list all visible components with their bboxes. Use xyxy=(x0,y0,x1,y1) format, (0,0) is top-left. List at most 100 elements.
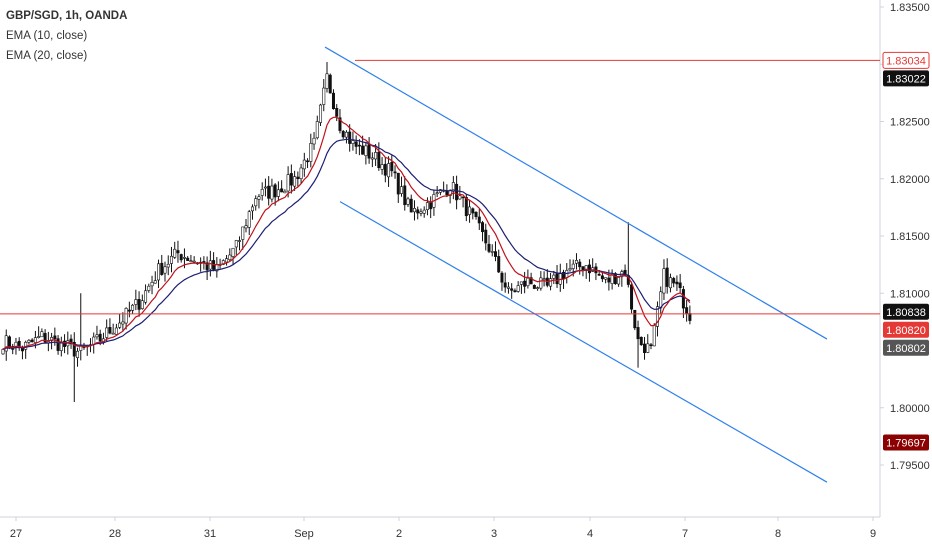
candle-body[interactable] xyxy=(672,278,676,284)
candle-body[interactable] xyxy=(182,257,186,259)
candle-body[interactable] xyxy=(76,350,80,358)
candle-body[interactable] xyxy=(208,260,212,270)
candle-body[interactable] xyxy=(33,337,37,343)
candle-body[interactable] xyxy=(610,273,614,284)
candle-body[interactable] xyxy=(348,131,352,144)
candle-body[interactable] xyxy=(344,131,348,138)
candle-body[interactable] xyxy=(471,208,475,214)
candle-body[interactable] xyxy=(584,265,588,270)
candle-body[interactable] xyxy=(105,327,109,338)
candle-body[interactable] xyxy=(289,173,293,186)
candle-body[interactable] xyxy=(587,264,591,274)
candle-body[interactable] xyxy=(613,273,617,284)
candle-body[interactable] xyxy=(179,254,183,261)
candle-body[interactable] xyxy=(396,172,400,195)
candle-body[interactable] xyxy=(296,176,300,180)
candle-body[interactable] xyxy=(163,266,167,274)
candle-body[interactable] xyxy=(633,309,637,329)
candle-body[interactable] xyxy=(630,284,634,310)
candle-body[interactable] xyxy=(127,309,131,312)
candle-body[interactable] xyxy=(111,332,115,335)
candle-body[interactable] xyxy=(228,254,232,260)
candle-body[interactable] xyxy=(490,251,494,253)
candle-body[interactable] xyxy=(607,277,611,283)
candle-body[interactable] xyxy=(189,260,193,262)
candle-body[interactable] xyxy=(409,198,413,213)
candle-body[interactable] xyxy=(422,209,426,214)
candle-body[interactable] xyxy=(354,141,358,147)
candle-body[interactable] xyxy=(20,347,24,352)
candle-body[interactable] xyxy=(335,107,339,117)
candle-body[interactable] xyxy=(43,333,47,343)
candle-body[interactable] xyxy=(510,288,514,291)
candle-body[interactable] xyxy=(244,225,248,229)
candle-body[interactable] xyxy=(331,92,335,110)
candle-body[interactable] xyxy=(497,256,501,273)
candle-body[interactable] xyxy=(114,327,118,335)
candle-body[interactable] xyxy=(600,275,604,280)
candle-body[interactable] xyxy=(283,190,287,194)
candle-body[interactable] xyxy=(27,340,31,343)
channel-lower-line[interactable] xyxy=(339,201,828,483)
candle-body[interactable] xyxy=(147,285,151,291)
candle-body[interactable] xyxy=(519,281,523,285)
candle-body[interactable] xyxy=(643,343,647,354)
candle-body[interactable] xyxy=(383,163,387,176)
candle-body[interactable] xyxy=(484,229,488,244)
candle-body[interactable] xyxy=(536,287,540,289)
channel-upper-line[interactable] xyxy=(324,46,828,340)
candle-body[interactable] xyxy=(338,117,342,131)
candle-body[interactable] xyxy=(247,211,251,228)
candle-body[interactable] xyxy=(370,157,374,160)
candle-body[interactable] xyxy=(604,277,608,280)
candle-body[interactable] xyxy=(367,144,371,159)
candle-body[interactable] xyxy=(662,268,666,294)
candle-body[interactable] xyxy=(451,182,455,192)
candle-body[interactable] xyxy=(186,257,190,261)
candle-body[interactable] xyxy=(364,145,368,156)
candle-body[interactable] xyxy=(529,277,533,285)
candle-body[interactable] xyxy=(169,255,173,264)
candle-body[interactable] xyxy=(678,282,682,289)
candle-body[interactable] xyxy=(503,282,507,288)
candle-body[interactable] xyxy=(539,277,543,289)
candle-body[interactable] xyxy=(234,240,238,248)
candle-body[interactable] xyxy=(137,298,141,310)
candle-body[interactable] xyxy=(659,291,663,309)
candle-body[interactable] xyxy=(241,226,245,240)
candle-body[interactable] xyxy=(685,307,689,314)
candle-body[interactable] xyxy=(325,73,329,89)
candle-body[interactable] xyxy=(150,281,154,287)
candle-body[interactable] xyxy=(121,321,125,325)
candle-body[interactable] xyxy=(351,140,355,144)
candle-body[interactable] xyxy=(299,167,303,179)
candle-body[interactable] xyxy=(312,137,316,145)
candle-body[interactable] xyxy=(532,284,536,289)
candle-body[interactable] xyxy=(393,171,397,174)
candle-body[interactable] xyxy=(153,280,157,284)
candle-body[interactable] xyxy=(377,151,381,168)
candle-body[interactable] xyxy=(513,290,517,293)
candle-body[interactable] xyxy=(309,143,313,162)
legend-symbol[interactable]: GBP/SGD, 1h, OANDA xyxy=(6,10,128,22)
candle-body[interactable] xyxy=(390,162,394,172)
candle-body[interactable] xyxy=(267,185,271,199)
candle-body[interactable] xyxy=(636,327,640,340)
candle-body[interactable] xyxy=(293,176,297,187)
candle-body[interactable] xyxy=(477,216,481,224)
candle-body[interactable] xyxy=(69,338,73,345)
candle-body[interactable] xyxy=(7,336,11,348)
ema20-line[interactable] xyxy=(2,138,691,350)
candle-body[interactable] xyxy=(419,211,423,214)
candle-body[interactable] xyxy=(95,334,99,338)
candle-body[interactable] xyxy=(468,206,472,215)
candle-body[interactable] xyxy=(617,277,621,285)
candle-body[interactable] xyxy=(302,159,306,170)
candle-body[interactable] xyxy=(474,211,478,217)
candle-body[interactable] xyxy=(56,338,60,351)
candle-body[interactable] xyxy=(238,240,242,242)
candle-body[interactable] xyxy=(286,174,290,192)
candle-body[interactable] xyxy=(655,306,659,327)
candle-body[interactable] xyxy=(639,336,643,346)
